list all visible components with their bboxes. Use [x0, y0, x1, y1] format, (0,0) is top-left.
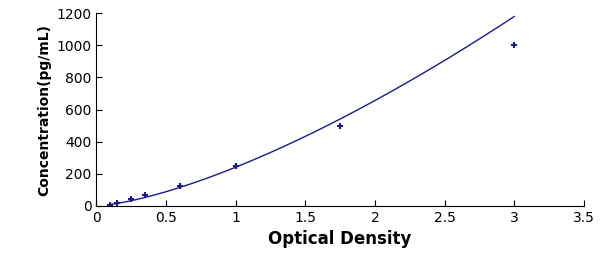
X-axis label: Optical Density: Optical Density [268, 230, 412, 248]
Y-axis label: Concentration(pg/mL): Concentration(pg/mL) [37, 23, 51, 196]
